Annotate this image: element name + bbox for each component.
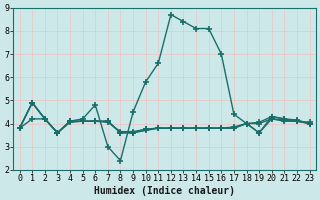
X-axis label: Humidex (Indice chaleur): Humidex (Indice chaleur) (94, 186, 235, 196)
